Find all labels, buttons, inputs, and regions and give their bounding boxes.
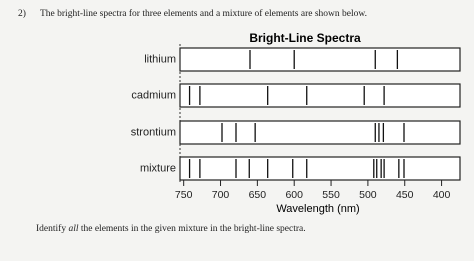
x-tick-label: 700 xyxy=(212,189,230,201)
x-axis-label: Wavelength (nm) xyxy=(276,203,359,215)
row-label: lithium xyxy=(144,53,176,65)
x-tick-label: 500 xyxy=(359,189,377,201)
instruction-emphasis: all xyxy=(68,224,79,234)
spectrum-box xyxy=(179,156,461,181)
instruction-end: the elements in the given mixture in the… xyxy=(80,224,306,234)
instruction-start: Identify xyxy=(36,224,67,234)
question-number: 2) xyxy=(18,9,26,19)
x-tick-label: 450 xyxy=(396,189,414,201)
spectrum-box xyxy=(179,120,461,145)
x-tick-label: 600 xyxy=(285,189,303,201)
spectrum-box xyxy=(179,47,461,72)
spectrum-box xyxy=(179,83,461,108)
row-label: cadmium xyxy=(131,89,176,101)
instruction: Identify all the elements in the given m… xyxy=(36,224,306,234)
x-tick-label: 550 xyxy=(322,189,340,201)
x-tick-label: 750 xyxy=(175,189,193,201)
question-prompt: The bright-line spectra for three elemen… xyxy=(40,9,368,19)
x-tick-label: 400 xyxy=(433,189,451,201)
row-label: strontium xyxy=(131,126,176,138)
chart-title: Bright-Line Spectra xyxy=(249,31,361,45)
x-tick-label: 650 xyxy=(249,189,267,201)
row-label: mixture xyxy=(140,162,176,174)
